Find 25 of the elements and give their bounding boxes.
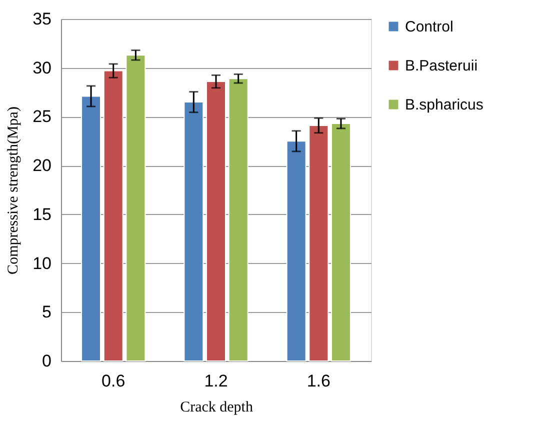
bar — [103, 70, 124, 362]
x-axis-title: Crack depth — [180, 400, 254, 416]
bar — [206, 81, 226, 362]
y-tick-label: 5 — [42, 302, 52, 322]
y-tick-label: 0 — [42, 352, 52, 370]
x-tick-label: 1.2 — [204, 372, 228, 390]
y-tick-label: 35 — [32, 10, 52, 28]
y-axis-title: Compressive strength(Mpa) — [6, 106, 22, 274]
bar — [330, 123, 351, 362]
x-tick-label: 0.6 — [102, 372, 126, 390]
bar — [228, 78, 248, 362]
bar — [81, 96, 102, 362]
bar — [184, 102, 204, 362]
x-tick-label: 1.6 — [306, 372, 330, 390]
bar — [308, 125, 329, 362]
y-tick-label: 30 — [32, 58, 52, 78]
y-tick-label: 10 — [32, 254, 52, 273]
y-tick-label: 20 — [32, 156, 52, 176]
legend-label: B.spharicus — [405, 96, 484, 114]
y-tick-label: 15 — [32, 204, 52, 224]
legend-label: Control — [405, 18, 454, 36]
bar — [126, 54, 146, 362]
y-tick-label: 25 — [32, 107, 52, 126]
legend-label: B.Pasteruii — [405, 58, 478, 74]
bar — [286, 140, 306, 362]
